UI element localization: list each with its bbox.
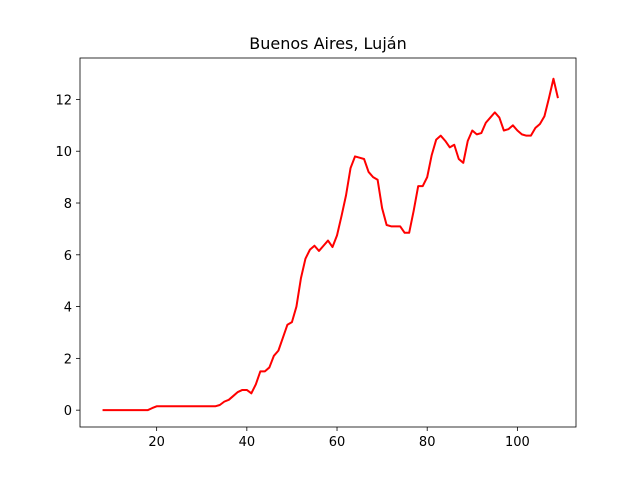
y-tick-label: 6 [64,249,72,264]
y-tick-label: 10 [55,145,72,160]
series-line [102,77,559,412]
x-tick-label: 100 [505,435,530,450]
x-tick-label: 40 [239,435,256,450]
chart-title: Buenos Aires, Luján [249,34,406,53]
x-axis: 20 40 60 80 100 [148,427,530,450]
y-tick-label: 4 [64,301,72,316]
x-tick-label: 80 [419,435,436,450]
series-layer [102,77,559,412]
y-tick-label: 2 [64,352,72,367]
plot-frame [79,57,577,428]
y-tick-label: 0 [64,404,72,419]
y-axis: 0 2 4 6 8 10 12 [55,93,80,419]
x-tick-label: 60 [329,435,346,450]
y-tick-label: 12 [55,93,72,108]
x-tick-label: 20 [148,435,165,450]
y-tick-label: 8 [64,197,72,212]
